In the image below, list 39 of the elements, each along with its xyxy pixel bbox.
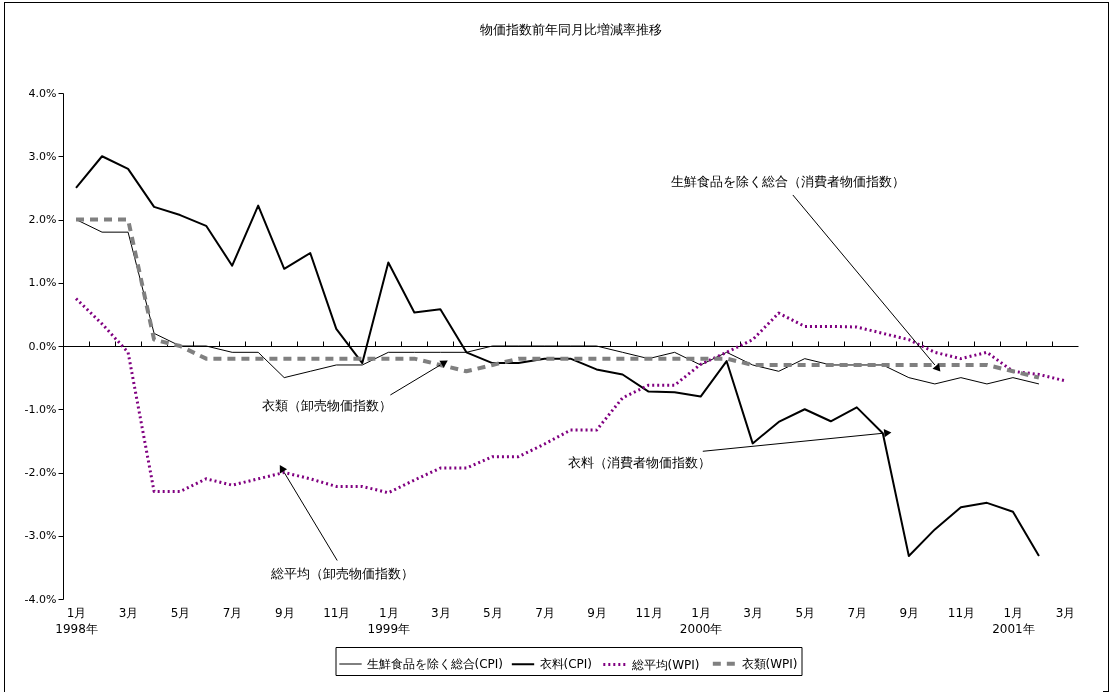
chart-title: 物価指数前年同月比増減率推移	[479, 22, 662, 37]
x-tick-label: 3月	[118, 605, 139, 620]
legend-label: 生鮮食品を除く総合(CPI)	[366, 657, 504, 671]
x-tick-label: 7月	[222, 605, 243, 620]
x-tick-label: 9月	[274, 605, 295, 620]
legend-label: 衣料(CPI)	[539, 657, 593, 672]
x-tick-label: 11月	[635, 605, 663, 620]
legend-label: 衣類(WPI)	[741, 656, 798, 671]
y-tick-label: 4.0%	[28, 86, 57, 100]
annotation: 総平均（卸売物価指数）	[269, 565, 414, 581]
y-tick-label: 0.0%	[28, 339, 57, 353]
x-tick-label: 3月	[743, 605, 763, 620]
x-tick-label: 9月	[587, 605, 607, 620]
x-tick-label: 9月	[899, 605, 920, 620]
y-tick-label: -1.0%	[24, 402, 57, 416]
y-tick-label: -4.0%	[24, 592, 57, 606]
x-tick-label: 1月 2001年	[992, 605, 1035, 636]
x-tick-label: 1月 2000年	[679, 605, 723, 636]
x-tick-label: 1月 1998年	[55, 605, 98, 636]
y-tick-label: 3.0%	[28, 149, 57, 163]
y-tick-label: 2.0%	[28, 213, 57, 226]
x-tick-label: 1月 1999年	[367, 605, 411, 636]
line-series	[74, 297, 1067, 495]
y-tick-label: -2.0%	[24, 466, 57, 479]
x-tick-label: 5月	[170, 605, 191, 620]
x-tick-label: 3月	[431, 605, 451, 620]
x-tick-label: 3月	[1055, 605, 1076, 620]
annotation: 衣料（消費者物価指数）	[568, 455, 712, 471]
annotation: 生鮮食品を除く総合（消費者物価指数）	[670, 173, 905, 189]
annotation: 衣類（卸売物価指数）	[262, 397, 393, 413]
legend-label: 総平均(WPI)	[630, 657, 700, 672]
x-tick-label: 11月	[947, 605, 976, 620]
y-tick-label: -3.0%	[24, 529, 57, 543]
x-tick-label: 5月	[795, 605, 816, 620]
x-tick-label: 11月	[323, 605, 351, 620]
y-tick-label: 1.0%	[28, 276, 57, 290]
x-tick-label: 7月	[535, 605, 555, 620]
x-tick-label: 7月	[847, 605, 868, 620]
x-tick-label: 5月	[483, 605, 503, 620]
